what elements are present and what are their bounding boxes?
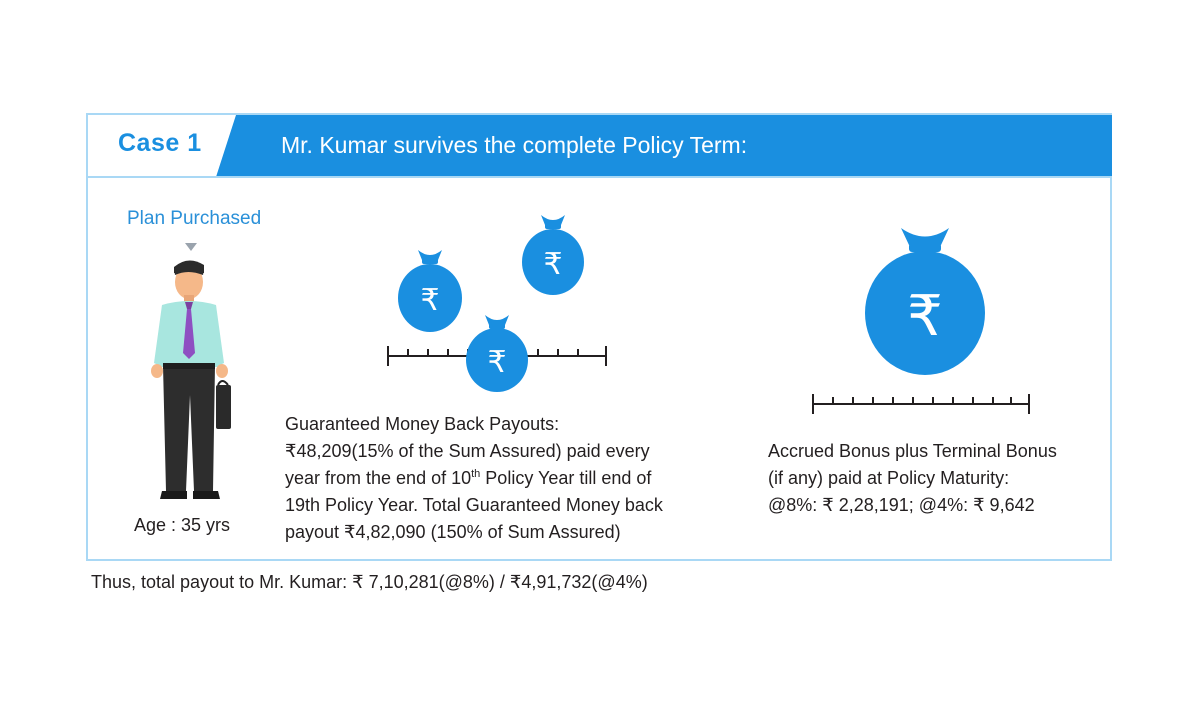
case-label: Case 1	[118, 129, 202, 157]
money-back-line: 19th Policy Year. Total Guaranteed Money…	[285, 495, 663, 515]
maturity-line: @8%: ₹ 2,28,191; @4%: ₹ 9,642	[768, 495, 1035, 515]
maturity-line: (if any) paid at Policy Maturity:	[768, 468, 1010, 488]
header-blue-band	[216, 115, 1112, 177]
money-back-line: Guaranteed Money Back Payouts:	[285, 414, 560, 434]
money-bag-icon: ₹	[466, 315, 528, 392]
down-arrow-icon	[185, 243, 197, 251]
svg-text:₹: ₹	[487, 345, 506, 380]
businessman-icon	[151, 260, 231, 499]
plan-purchased-label: Plan Purchased	[127, 208, 262, 229]
money-bags-timeline: ₹ ₹ ₹	[387, 215, 607, 392]
header-banner	[88, 115, 1112, 178]
age-label: Age : 35 yrs	[134, 515, 231, 535]
svg-text:₹: ₹	[907, 284, 943, 349]
money-back-description: Guaranteed Money Back Payouts: ₹48,209(1…	[285, 411, 725, 546]
case-card: Case 1 Mr. Kumar survives the complete P…	[86, 113, 1112, 561]
money-back-line: year from the end of 10th Policy Year ti…	[285, 468, 652, 488]
money-bag-icon: ₹	[522, 215, 584, 295]
svg-text:₹: ₹	[543, 247, 562, 282]
total-payout-summary: Thus, total payout to Mr. Kumar: ₹ 7,10,…	[91, 572, 648, 592]
maturity-description: Accrued Bonus plus Terminal Bonus (if an…	[768, 438, 1088, 519]
svg-text:₹: ₹	[420, 283, 439, 318]
money-bag-icon: ₹	[398, 250, 462, 332]
maturity-line: Accrued Bonus plus Terminal Bonus	[768, 441, 1057, 461]
money-back-line: payout ₹4,82,090 (150% of Sum Assured)	[285, 522, 621, 542]
header-title: Mr. Kumar survives the complete Policy T…	[281, 132, 748, 158]
maturity-money-bag: ₹	[812, 228, 1030, 414]
money-back-line: ₹48,209(15% of the Sum Assured) paid eve…	[285, 441, 650, 461]
money-bag-icon: ₹	[865, 228, 985, 375]
maturity-timeline	[812, 394, 1030, 414]
